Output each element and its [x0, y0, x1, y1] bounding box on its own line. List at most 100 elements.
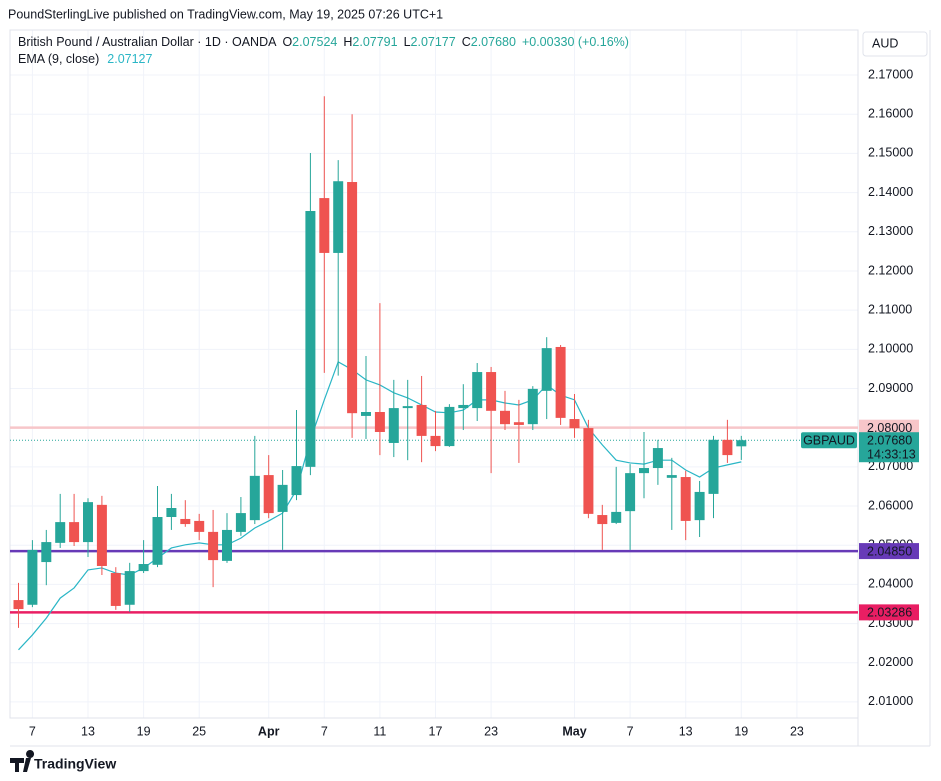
candle-body: [416, 404, 427, 436]
candle-body: [110, 573, 121, 606]
y-tick-label: 2.06000: [868, 498, 913, 512]
x-tick-label: 19: [137, 724, 151, 738]
candle-body: [583, 428, 594, 514]
symbol: British Pound / Australian Dollar · 1D ·…: [18, 35, 277, 49]
candle-body: [402, 406, 413, 409]
currency-button[interactable]: [862, 31, 928, 57]
legend-ohlc: British Pound / Australian Dollar · 1D ·…: [18, 35, 629, 49]
y-tick-label: 2.01000: [868, 694, 913, 708]
candle-body: [374, 412, 385, 432]
y-tick-label: 2.10000: [868, 342, 913, 356]
y-tick-label: 2.11000: [868, 302, 912, 316]
candle-body: [736, 440, 747, 447]
label: L: [404, 35, 411, 49]
candle-body: [680, 477, 691, 521]
candle-body: [430, 435, 441, 447]
y-tick-label: 2.02000: [868, 655, 913, 669]
x-tick-label: 7: [627, 724, 634, 738]
x-tick-label: 17: [429, 724, 443, 738]
last-price-label: 2.07680: [867, 434, 912, 448]
last-price-box: [859, 432, 919, 463]
candle-body: [319, 198, 330, 253]
candle-body: [291, 466, 302, 496]
candle-body: [27, 549, 38, 605]
candle-body: [708, 439, 719, 494]
value: 2.07127: [107, 52, 152, 66]
candle-body: [361, 412, 371, 416]
candle-body: [486, 372, 497, 411]
x-tick-label: 7: [29, 724, 36, 738]
level-label: 2.04850: [867, 544, 912, 558]
y-tick-label: 2.09000: [868, 381, 913, 395]
candle-body: [611, 511, 622, 523]
candle-body: [444, 406, 455, 447]
candle-body: [513, 422, 524, 425]
symbol-label: GBPAUD: [803, 434, 855, 448]
candle-body: [13, 600, 24, 610]
y-tick-label: 2.17000: [868, 67, 913, 81]
candle-body: [277, 484, 288, 512]
candle-body: [235, 513, 246, 532]
candle-body: [208, 531, 219, 561]
x-tick-label: 11: [373, 724, 386, 738]
candle-body: [541, 348, 552, 391]
value: 2.07680: [471, 35, 516, 49]
value: 2.07524: [292, 35, 337, 49]
label: C: [462, 35, 471, 49]
candle-body: [138, 564, 149, 572]
candle-body: [652, 448, 663, 469]
legend-ema: EMA (9, close) 2.07127: [18, 52, 153, 66]
candle-body: [194, 520, 205, 532]
candle-body: [597, 515, 608, 525]
countdown: 14:33:13: [867, 448, 916, 462]
candle-body: [263, 475, 274, 514]
change: +0.00330 (+0.16%): [522, 35, 629, 49]
value: 2.07791: [352, 35, 397, 49]
currency[interactable]: AUD: [872, 36, 898, 50]
candle-body: [249, 475, 260, 521]
candle-body: [694, 491, 705, 521]
x-tick-label: 23: [484, 724, 498, 738]
level-label-box: [859, 604, 919, 621]
candle-body: [472, 372, 483, 409]
candle-body: [569, 419, 580, 429]
x-tick-label: 25: [192, 724, 206, 738]
publisher: PoundSterlingLive published on TradingVi…: [8, 7, 443, 21]
value: 2.07177: [411, 35, 456, 49]
level-label-box: [859, 419, 919, 436]
candle-body: [666, 475, 677, 478]
x-tick-label: Apr: [258, 724, 280, 738]
candle-body: [124, 571, 135, 605]
candle-body: [500, 410, 510, 425]
candle-body: [625, 473, 636, 512]
x-tick-label: 13: [81, 724, 95, 738]
candle-body: [722, 439, 733, 456]
y-tick-label: 2.04000: [868, 577, 913, 591]
level-label: 2.08000: [867, 421, 912, 435]
x-tick-label: May: [562, 724, 586, 738]
logo: [10, 750, 35, 772]
candle-body: [305, 211, 316, 467]
candle-body: [69, 522, 80, 543]
candle-body: [527, 388, 538, 425]
level-label-box: [859, 543, 919, 560]
candle-body: [388, 408, 399, 443]
y-tick-label: 2.14000: [868, 185, 913, 199]
label: EMA (9, close): [18, 52, 99, 66]
label: H: [343, 35, 352, 49]
candle-body: [222, 529, 232, 561]
x-tick-label: 13: [679, 724, 693, 738]
candle-body: [347, 182, 358, 414]
candle-body: [96, 504, 107, 566]
candle-body: [41, 542, 52, 563]
y-tick-label: 2.16000: [868, 107, 913, 121]
x-tick-label: 19: [734, 724, 748, 738]
symbol-box: [801, 432, 857, 449]
x-tick-label: 23: [790, 724, 804, 738]
candle-body: [180, 518, 191, 525]
y-tick-label: 2.13000: [868, 224, 913, 238]
label: O: [282, 35, 292, 49]
candle-body: [55, 522, 66, 543]
